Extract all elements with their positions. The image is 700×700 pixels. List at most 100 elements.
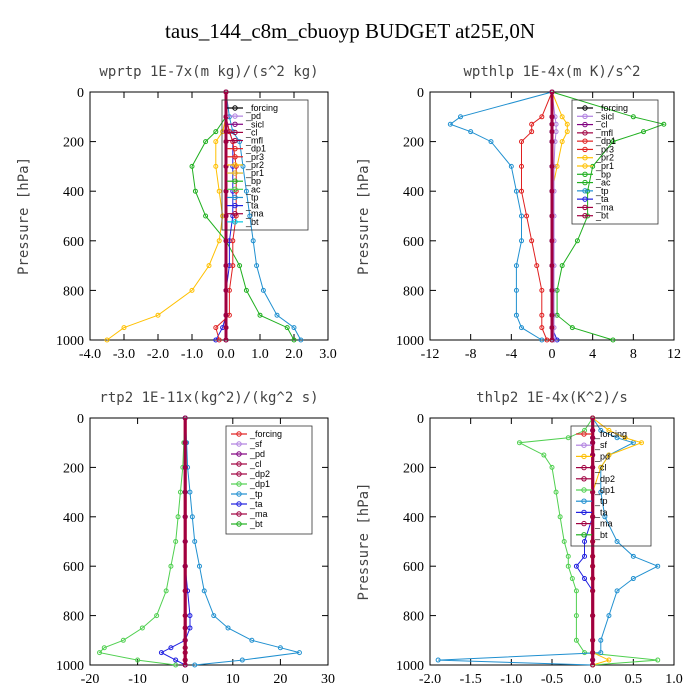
legend-entry: _cl [595,120,608,130]
series-point [225,625,231,631]
series-point [519,163,524,169]
series-point [529,121,535,127]
series-point [189,163,195,169]
legend-marker [236,481,242,487]
series-point [223,89,229,95]
legend-entry: _ma [594,519,613,529]
legend-entry: _mfl [245,136,263,146]
series-point [549,89,555,95]
series-point [223,263,229,269]
series-point [182,613,188,619]
legend-entry: _forcing [594,429,627,439]
legend-entry: _pr1 [245,168,264,178]
series-point [565,563,571,569]
series-point [569,576,575,582]
legend-marker [232,121,238,127]
series-point [590,563,596,569]
series-point [573,563,579,569]
series-point [539,325,545,331]
y-tick-label: 1000 [56,659,84,674]
x-tick-label: 20 [273,672,287,687]
series-point [614,588,620,594]
x-tick-label: 10 [226,672,240,687]
series-point [230,263,236,269]
series-point [223,188,229,194]
legend-entry: _sicl [595,111,614,121]
series-point [557,514,563,520]
legend-marker [236,521,242,527]
legend-entry: _bt [595,211,609,221]
legend-marker [581,431,587,437]
legend-entry: _ac [595,178,611,188]
legend-entry: _ta [595,194,609,204]
series-point [582,553,588,559]
legend-entry: _ta [249,499,263,509]
series-point [554,312,560,318]
series-point [223,312,229,318]
plot-frame [429,417,675,666]
series-point [590,514,596,520]
x-tick-label: -1.0 [181,347,203,362]
series-point [513,263,519,269]
series-point [655,563,661,569]
legend-marker [232,137,238,144]
legend-marker [232,113,238,119]
series-point [239,657,245,663]
series-point [606,427,612,433]
series-point [182,415,188,421]
y-tick-label: 600 [403,235,424,250]
legend-entry: _forcing [245,103,278,113]
series-point [296,650,302,656]
series-point [291,337,297,343]
panel-title: thlp2 1E-4x(K^2)/s [476,390,628,406]
series-point [638,440,644,446]
legend-marker [232,154,238,160]
series-point [573,637,579,643]
panel-title: rtp2 1E-11x(kg^2)/(kg^2 s) [99,390,318,406]
legend-entry: _pd [245,111,261,121]
series-point [213,325,219,331]
legend-entry: _pr1 [595,161,614,171]
legend-marker [236,451,242,457]
series-point [135,657,141,663]
series-point [237,139,243,145]
series-point [203,213,209,219]
series-point [549,188,555,194]
legend-marker [236,431,242,437]
series-line-sicl [551,91,557,340]
series-point [602,514,608,520]
legend-marker [236,461,242,467]
series-line-dp1 [521,91,553,341]
series-point [257,312,263,318]
legend-marker [232,162,238,168]
legend-entry: _ma [595,202,614,212]
legend-entry: _pr2 [245,160,264,170]
series-point [277,645,283,651]
legend-marker [581,532,587,538]
x-tick-label: 2.0 [285,347,303,362]
y-tick-label: 200 [63,461,84,476]
series-point [187,625,193,631]
series-point [524,213,530,219]
y-axis-label: Pressure [hPa] [356,157,372,275]
series-point [223,287,229,293]
legend-marker [232,145,238,152]
series-point [549,114,555,120]
legend-marker [232,202,238,209]
series-point [516,440,522,446]
legend-entry: _pd [249,449,265,459]
series-point [249,637,255,643]
series-point [182,563,188,569]
series-point [192,539,198,544]
y-tick-label: 0 [77,86,84,101]
x-tick-label: 0 [549,347,556,362]
y-tick-label: 0 [417,412,424,427]
y-tick-label: 600 [403,560,424,575]
series-point [554,287,560,293]
series-point [565,553,571,559]
series-point [223,238,229,244]
legend-marker [582,179,588,186]
series-point [458,114,463,120]
legend-marker [582,146,588,153]
series-point [549,287,555,293]
